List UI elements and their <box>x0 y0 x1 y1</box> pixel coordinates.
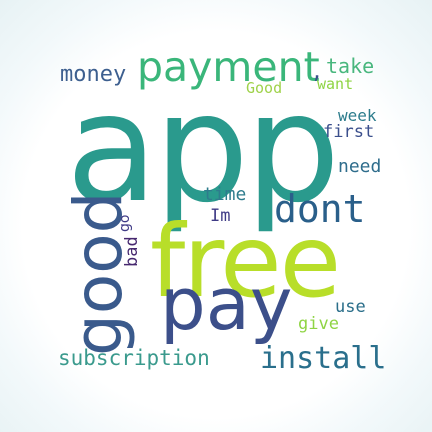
word-Good: Good <box>246 79 283 97</box>
word-free: free <box>150 203 341 320</box>
word-time: time <box>203 184 247 205</box>
word-money: money <box>60 62 127 87</box>
word-pay: pay <box>160 262 293 346</box>
word-app: app <box>66 62 340 236</box>
word-payment: payment <box>137 43 320 91</box>
word-first: first <box>323 122 375 142</box>
word-take: take <box>326 54 375 78</box>
word-use: use <box>335 297 366 317</box>
word-subscription: subscription <box>58 346 210 370</box>
word-Im: Im <box>210 206 231 226</box>
word-give: give <box>298 314 339 334</box>
word-want: want <box>317 75 354 93</box>
word-week: week <box>338 106 377 125</box>
word-go: go <box>117 214 133 232</box>
word-bad: bad <box>122 236 142 267</box>
word-dont: dont <box>274 187 366 231</box>
word-need: need <box>338 156 382 177</box>
word-comma: , <box>313 56 321 84</box>
word-install: install <box>260 341 387 376</box>
